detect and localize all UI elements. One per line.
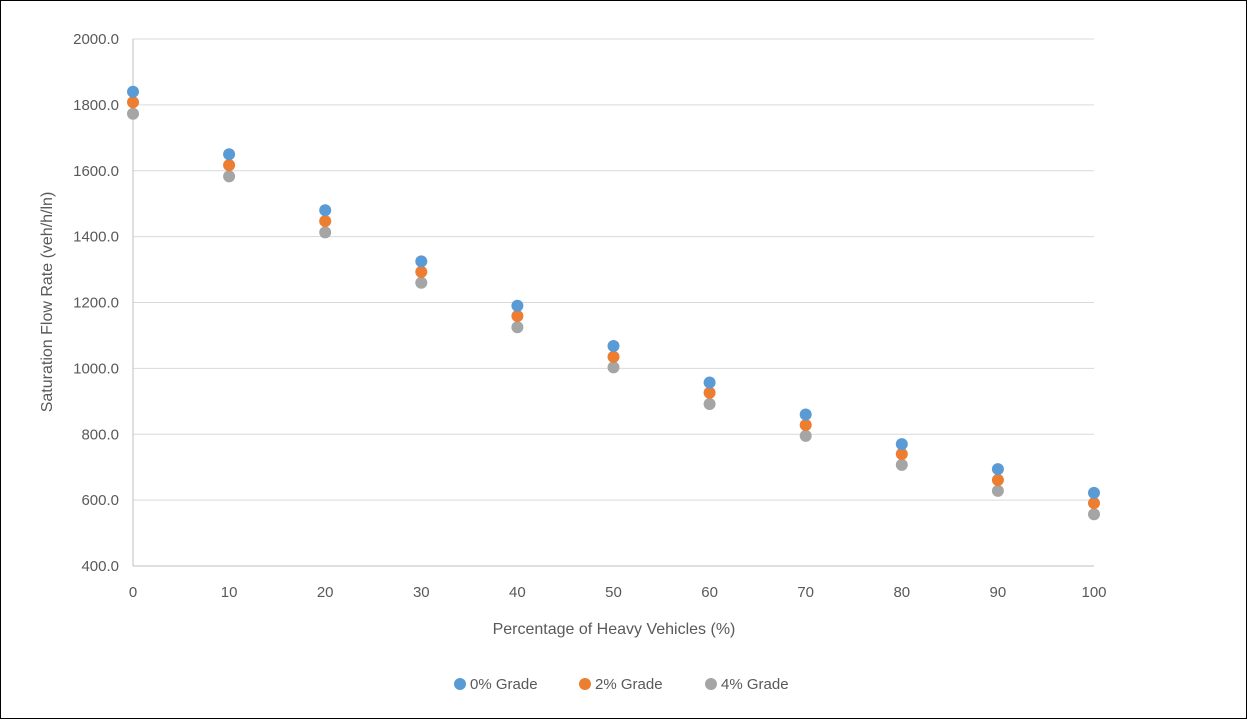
y-tick-label: 1000.0 xyxy=(73,360,119,377)
x-tick-label: 70 xyxy=(797,584,814,601)
x-tick-label: 90 xyxy=(990,584,1007,601)
x-axis-title: Percentage of Heavy Vehicles (%) xyxy=(493,621,736,638)
y-tick-label: 1600.0 xyxy=(73,163,119,180)
x-tick-label: 40 xyxy=(509,584,526,601)
data-point-2-grade xyxy=(127,96,139,109)
x-tick-label: 50 xyxy=(605,584,622,601)
legend-label: 4% Grade xyxy=(721,676,789,693)
x-tick-label: 100 xyxy=(1081,584,1106,601)
data-point-2-grade xyxy=(991,474,1004,487)
data-point-4-grade xyxy=(319,226,332,239)
y-tick-label: 1800.0 xyxy=(73,97,119,114)
data-point-2-grade xyxy=(1088,497,1100,510)
data-point-4-grade xyxy=(1088,508,1100,521)
x-tick-labels: 0 10 20 30 40 50 60 70 80 90 100 xyxy=(129,584,1107,601)
data-point-4-grade xyxy=(127,107,139,120)
data-point-0-grade xyxy=(127,85,139,98)
x-tick-label: 80 xyxy=(893,584,910,601)
x-tick-label: 20 xyxy=(317,584,334,601)
legend-label: 0% Grade xyxy=(470,676,538,693)
y-tick-label: 800.0 xyxy=(81,426,119,443)
data-point-2-grade xyxy=(607,350,620,363)
legend-marker xyxy=(579,678,591,690)
legend-label: 2% Grade xyxy=(595,676,663,693)
data-point-0-grade xyxy=(511,299,524,312)
y-tick-label: 400.0 xyxy=(81,558,119,575)
data-point-4-grade xyxy=(799,429,812,442)
y-tick-label: 600.0 xyxy=(81,492,119,509)
data-points xyxy=(127,85,1100,521)
data-point-0-grade xyxy=(703,376,716,389)
data-point-0-grade xyxy=(991,463,1004,476)
data-point-0-grade xyxy=(1088,486,1100,499)
data-point-0-grade xyxy=(607,339,620,352)
data-point-0-grade xyxy=(223,148,236,161)
y-axis-title: Saturation Flow Rate (veh/h/ln) xyxy=(39,192,56,413)
y-tick-label: 2000.0 xyxy=(73,31,119,48)
data-point-2-grade xyxy=(895,448,908,461)
data-point-2-grade xyxy=(415,265,428,278)
data-point-2-grade xyxy=(703,386,716,399)
x-tick-label: 0 xyxy=(129,584,137,601)
data-point-2-grade xyxy=(511,310,524,323)
legend-marker xyxy=(705,678,717,690)
legend: 0% Grade 2% Grade 4% Grade xyxy=(454,676,789,693)
y-tick-label: 1400.0 xyxy=(73,229,119,246)
data-point-2-grade xyxy=(319,215,332,228)
data-point-4-grade xyxy=(607,361,620,374)
x-tick-label: 10 xyxy=(221,584,238,601)
axes xyxy=(132,39,1094,567)
y-tick-label: 1200.0 xyxy=(73,295,119,312)
x-tick-label: 30 xyxy=(413,584,430,601)
data-point-4-grade xyxy=(703,397,716,410)
y-tick-labels: 400.0 600.0 800.0 1000.0 1200.0 1400.0 1600.0 1… xyxy=(73,31,119,575)
legend-marker xyxy=(454,678,466,690)
data-point-2-grade xyxy=(799,419,812,432)
data-point-0-grade xyxy=(319,204,332,217)
data-point-4-grade xyxy=(991,484,1004,497)
gridlines xyxy=(133,38,1094,501)
data-point-4-grade xyxy=(223,170,236,183)
data-point-2-grade xyxy=(223,159,236,172)
data-point-0-grade xyxy=(799,408,812,421)
data-point-0-grade xyxy=(895,438,908,451)
data-point-4-grade xyxy=(511,321,524,334)
data-point-4-grade xyxy=(415,276,428,289)
data-point-4-grade xyxy=(895,458,908,471)
x-tick-label: 60 xyxy=(701,584,718,601)
data-point-0-grade xyxy=(415,255,428,268)
